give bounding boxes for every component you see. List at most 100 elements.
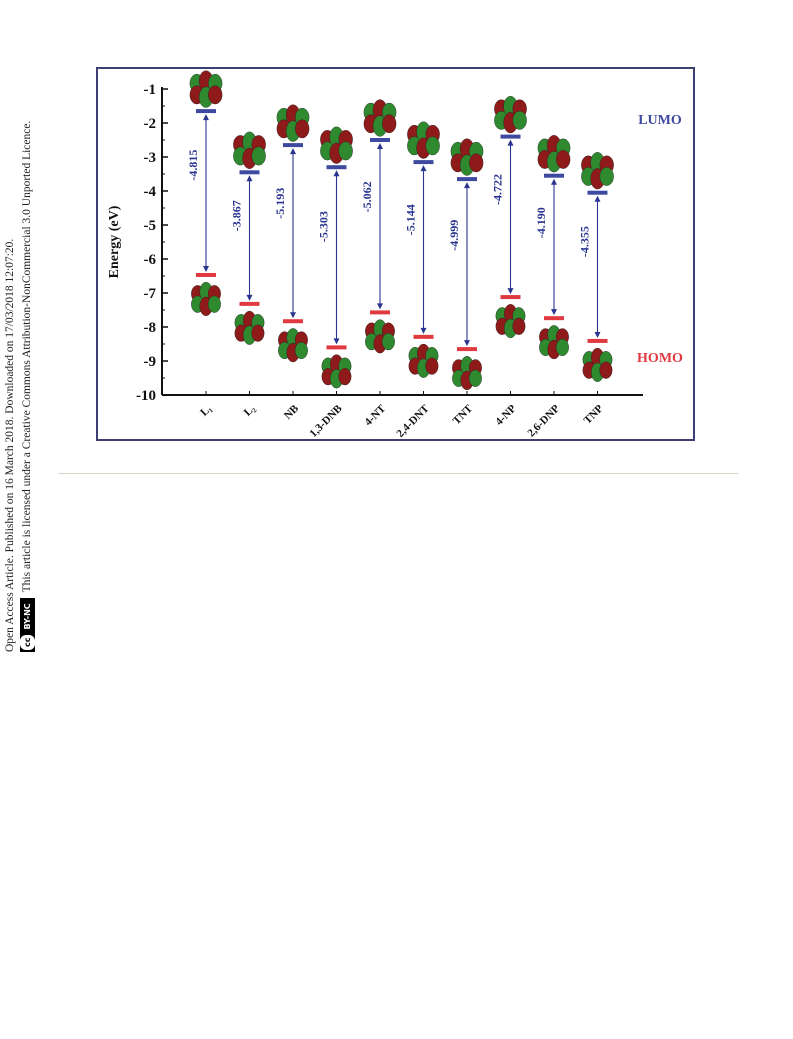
gap-arrow-head-up [464,182,470,189]
lumo-orbital-picture [407,121,440,159]
license-text[interactable]: This article is licensed under a Creativ… [21,120,33,593]
x-tick-label: 2,4-DNT [394,402,432,439]
lumo-level-bar [413,160,434,165]
x-tick-label: TNP [582,402,606,426]
lumo-orbital-picture [276,104,310,142]
lumo-level-bar [326,165,347,170]
homo-level-bar [283,319,303,324]
lumo-orbital-picture [450,138,484,176]
orbital-lobe [381,333,395,351]
y-tick-label: -8 [144,320,157,336]
lumo-orbital-picture [363,99,397,137]
x-tick-label: 4-NT [362,402,388,428]
orbital-lobe [295,119,310,139]
homo-orbital-picture [365,319,395,354]
gap-value-label: -4.355 [578,226,592,257]
homo-orbital-picture [539,325,569,360]
gap-arrow-head-up [420,165,427,172]
homo-orbital-picture [191,281,221,316]
gap-arrow-head-up [290,148,296,155]
gap-arrow-head-down [507,288,514,295]
cc-by-nc-badge[interactable]: cc BY-NC [20,598,35,652]
homo-orbital-picture [278,328,308,363]
gap-value-label: -5.144 [404,204,418,235]
lumo-level-bar [283,143,303,148]
gap-arrow-head-down [420,327,427,334]
orbital-lobe [294,341,308,360]
energy-level-figure: -1 -2 -3 -4 -5 -6 -7 -8 -9 -10 Energy (eV) L₁ L₂ NB 1,… [96,67,695,441]
gap-value-label: -3.867 [230,200,244,231]
orbital-lobe [599,167,614,186]
lumo-orbital-picture [537,135,571,173]
orbital-lobe [338,141,353,161]
gap-arrow-head-up [203,114,209,121]
gap-arrow-head-up [551,178,557,185]
gap-value-label: -4.722 [491,174,505,205]
lumo-orbital-picture [189,70,223,108]
orbital-lobe [512,317,526,335]
lumo-orbital-picture [320,126,353,164]
x-tick-label: TNT [451,402,476,427]
orbital-lobe [251,146,266,166]
homo-series-label: HOMO [637,351,683,366]
orbital-lobe [556,150,571,169]
gap-value-label: -4.999 [447,220,461,251]
x-tick-label: NB [282,402,302,422]
gap-arrow-head-down [246,294,253,301]
gap-arrow-head-up [246,175,253,182]
orbital-lobe [512,110,527,130]
orbital-lobe [425,136,440,156]
license-side-note: Open Access Article. Published on 16 Mar… [2,32,42,652]
y-tick-label: -9 [144,354,157,370]
homo-level-bar [587,338,608,343]
lumo-series-label: LUMO [638,113,682,128]
gap-value-label: -5.193 [273,188,287,219]
y-axis-label: Energy (eV) [107,205,122,278]
homo-level-bar [544,316,564,321]
lumo-level-bar [457,177,477,182]
orbital-lobe [469,153,484,173]
gap-value-label: -4.815 [186,150,200,181]
gap-arrow-head-up [333,170,340,177]
homo-orbital-picture [582,347,613,382]
orbital-lobe [338,368,352,386]
y-tick-label: -5 [144,218,157,234]
lumo-orbital-picture [233,131,266,169]
x-tick-label: 1,3-DNB [307,402,345,439]
gap-arrow-head-down [377,303,383,310]
homo-orbital-picture [234,310,265,345]
gap-value-label: -5.062 [360,181,374,212]
orbital-lobe [599,361,613,379]
lumo-level-bar [544,173,564,178]
homo-level-bar [457,347,477,352]
gap-arrow-head-up [377,143,383,149]
orbital-lobe [555,338,569,357]
lumo-level-bar [500,134,521,139]
x-tick-label: 4-NP [493,402,519,428]
lumo-orbital-picture [494,95,527,134]
lumo-level-bar [587,190,608,195]
homo-level-bar [413,334,434,339]
homo-orbital-picture [321,354,352,389]
orbital-lobe [382,114,397,134]
x-tick-label: 2,6-DNP [525,402,562,439]
y-tick-label: -6 [144,252,157,268]
orbital-lobe [251,324,265,342]
y-tick-label: -1 [144,82,157,98]
y-tick-label: -10 [136,388,156,404]
x-tick-label: L₂ [242,402,259,419]
orbital-lobe [468,369,482,387]
gap-arrow-head-up [507,139,514,146]
lumo-level-bar [239,170,260,175]
gap-value-label: -4.190 [534,207,548,238]
orbital-lobe [425,357,439,375]
lumo-level-bar [370,138,390,142]
energy-level-chart: -1 -2 -3 -4 -5 -6 -7 -8 -9 -10 Energy (eV) L₁ L₂ NB 1,… [107,70,683,439]
gap-arrow-head-down [551,309,557,316]
lumo-orbital-picture [581,152,614,190]
gap-arrow-head-down [290,312,296,319]
by-nc-label: BY-NC [23,603,32,630]
page-separator [58,473,738,474]
gap-arrow-head-down [464,340,470,347]
orbital-lobe [207,295,221,313]
